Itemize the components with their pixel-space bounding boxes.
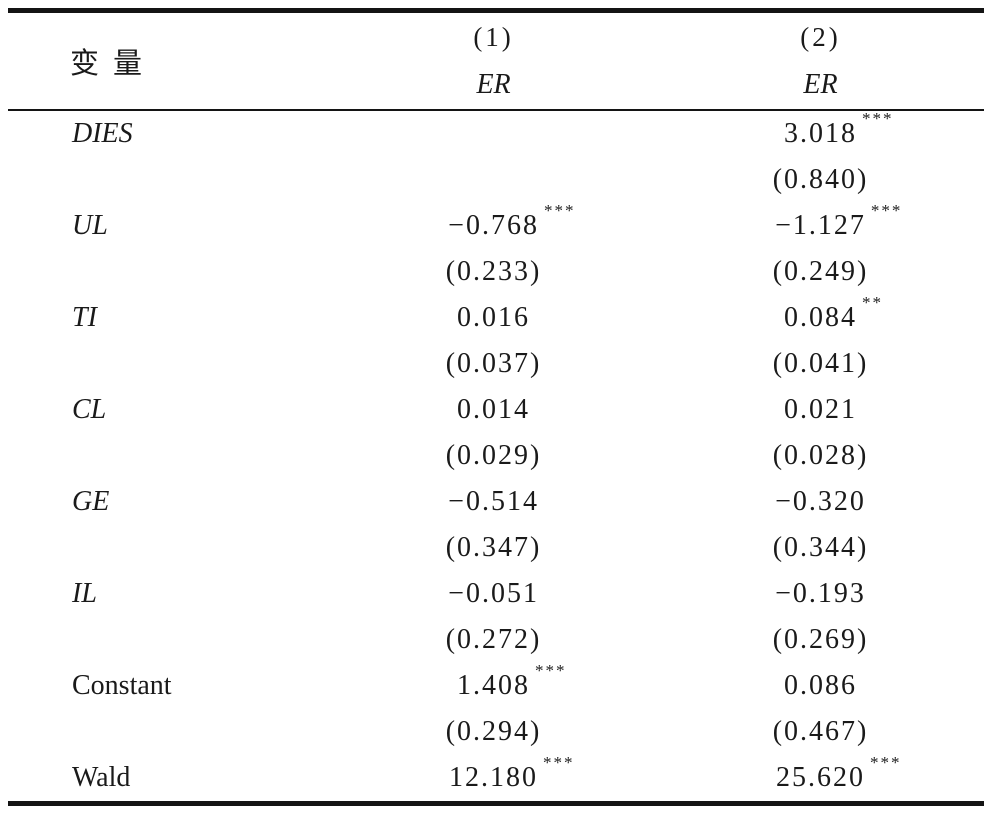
significance-stars: *** — [543, 201, 576, 220]
coefficient-value: 12.180 *** — [449, 753, 575, 793]
variable-name: DIES — [72, 118, 133, 149]
coefficient-cell: 0.086 — [657, 663, 984, 709]
standard-error-row: (0.272) (0.269) — [8, 617, 984, 663]
coefficient-cell: 1.408 *** — [330, 661, 657, 709]
standard-error-cell: (0.344) — [772, 532, 869, 563]
coefficient-row: DIES 3.018 *** — [8, 109, 984, 157]
column-2-number-header: (2) — [800, 21, 841, 52]
significance-stars: *** — [862, 109, 894, 128]
coefficient-cell: 0.084 ** — [657, 293, 984, 341]
variable-name: IL — [72, 578, 97, 609]
variable-name: Wald — [72, 762, 131, 793]
variable-name: CL — [72, 394, 107, 425]
significance-stars: *** — [535, 661, 567, 680]
standard-error-cell: (0.294) — [445, 716, 542, 747]
significance-stars: ** — [862, 293, 884, 312]
coefficient-cell: −1.127 *** — [657, 201, 984, 249]
coefficient-row: IL −0.051 −0.193 — [8, 571, 984, 617]
coefficient-value: 3.018 *** — [784, 109, 894, 149]
variable-name: GE — [72, 486, 110, 517]
coefficient-row: TI 0.016 0.084 ** — [8, 293, 984, 341]
coefficient-cell: −0.320 — [657, 479, 984, 525]
significance-stars: *** — [870, 753, 902, 772]
standard-error-row: (0.029) (0.028) — [8, 433, 984, 479]
coefficient-value: −0.051 — [448, 578, 539, 609]
coefficient-cell: 0.016 — [330, 295, 657, 341]
coefficient-value: −0.514 — [448, 486, 539, 517]
variable-column-header: 变量 — [70, 48, 157, 80]
coefficient-value: −1.127 *** — [775, 201, 903, 241]
significance-stars: *** — [870, 201, 903, 220]
standard-error-cell: (0.029) — [445, 440, 542, 471]
regression-table: 变量 (1) (2) ER ER DIES 3.018 *** (0.840) UL −0… — [8, 8, 984, 806]
standard-error-cell: (0.028) — [772, 440, 869, 471]
coefficient-value: 0.086 — [784, 670, 858, 701]
standard-error-row: (0.840) — [8, 157, 984, 203]
coefficient-value: −0.768 *** — [448, 201, 576, 241]
coefficient-value: 1.408 *** — [457, 661, 567, 701]
standard-error-cell: (0.272) — [445, 624, 542, 655]
coefficient-row: UL −0.768 *** −1.127 *** — [8, 201, 984, 249]
header-row-model-number: 变量 (1) (2) — [8, 11, 984, 81]
coefficient-cell: 0.021 — [657, 387, 984, 433]
table-header: 变量 (1) (2) ER ER — [8, 11, 984, 110]
coefficient-row: GE −0.514 −0.320 — [8, 479, 984, 525]
column-1-number-header: (1) — [473, 21, 514, 52]
coefficient-value: 0.021 — [784, 394, 858, 425]
variable-name: UL — [72, 210, 108, 241]
standard-error-cell: (0.233) — [445, 256, 542, 287]
coefficient-cell: 0.014 — [330, 387, 657, 433]
coefficient-value: −0.320 — [775, 486, 866, 517]
table-body: DIES 3.018 *** (0.840) UL −0.768 *** −1.127 *** (… — [8, 109, 984, 804]
coefficient-cell: −0.193 — [657, 571, 984, 617]
standard-error-cell: (0.840) — [772, 164, 869, 195]
standard-error-row: (0.294) (0.467) — [8, 709, 984, 755]
coefficient-cell: 3.018 *** — [657, 109, 984, 157]
header-row-dependent-variable: ER ER — [8, 61, 984, 110]
variable-name: TI — [72, 302, 97, 333]
coefficient-value: 0.016 — [457, 302, 531, 333]
coefficient-value: 0.084 ** — [784, 293, 884, 333]
coefficient-row: Constant 1.408 *** 0.086 — [8, 661, 984, 709]
standard-error-row: (0.233) (0.249) — [8, 249, 984, 295]
column-1-model-header: ER — [476, 69, 511, 100]
coefficient-value: −0.193 — [775, 578, 866, 609]
coefficient-cell — [330, 110, 657, 157]
coefficient-value: 25.620 *** — [776, 753, 902, 793]
column-2-model-header: ER — [803, 69, 838, 100]
coefficient-cell: −0.051 — [330, 571, 657, 617]
coefficient-cell: −0.514 — [330, 479, 657, 525]
standard-error-cell — [330, 157, 657, 203]
coefficient-row: CL 0.014 0.021 — [8, 387, 984, 433]
variable-name: Constant — [72, 670, 172, 701]
standard-error-cell: (0.347) — [445, 532, 542, 563]
coefficient-cell: 25.620 *** — [657, 753, 984, 804]
coefficient-cell: 12.180 *** — [330, 753, 657, 804]
standard-error-row: (0.037) (0.041) — [8, 341, 984, 387]
coefficient-cell: −0.768 *** — [330, 201, 657, 249]
standard-error-cell: (0.249) — [772, 256, 869, 287]
standard-error-cell: (0.041) — [772, 348, 869, 379]
significance-stars: *** — [543, 753, 575, 772]
coefficient-value: 0.014 — [457, 394, 531, 425]
standard-error-cell: (0.037) — [445, 348, 542, 379]
coefficient-row: Wald 12.180 *** 25.620 *** — [8, 753, 984, 804]
standard-error-row: (0.347) (0.344) — [8, 525, 984, 571]
standard-error-cell: (0.467) — [772, 716, 869, 747]
standard-error-cell: (0.269) — [772, 624, 869, 655]
